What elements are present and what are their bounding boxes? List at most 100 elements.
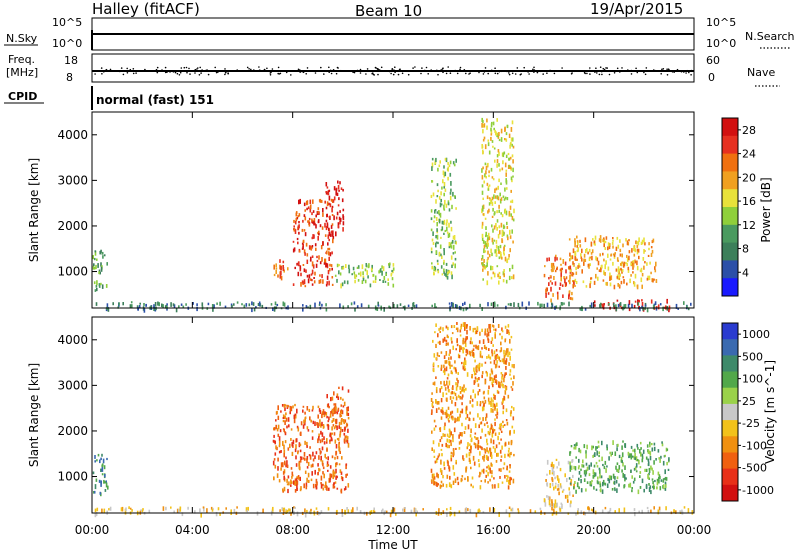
scatter-cell [635, 470, 638, 473]
scatter-cell [442, 483, 444, 487]
scatter-cell [331, 251, 333, 255]
scatter-cell [274, 452, 277, 456]
scatter-cell [486, 125, 488, 130]
scatter-cell [465, 507, 468, 512]
scatter-cell [339, 433, 341, 438]
scatter-cell [499, 333, 501, 336]
scatter-cell [591, 445, 593, 451]
scatter-cell [578, 465, 580, 468]
scatter-cell [596, 480, 599, 484]
scatter-cell [458, 434, 461, 438]
scatter-cell [451, 332, 454, 335]
nave-dot [553, 72, 556, 75]
scatter-cell [344, 510, 347, 515]
scatter-cell [571, 459, 574, 462]
scatter-cell [443, 182, 446, 187]
scatter-cell [652, 484, 655, 487]
scatter-cell [392, 283, 395, 288]
scatter-cell [233, 508, 236, 513]
scatter-cell [490, 276, 493, 280]
scatter-cell [500, 182, 502, 185]
scatter-cell [465, 307, 467, 311]
colorbar-swatch [722, 436, 738, 453]
scatter-cell [436, 195, 439, 198]
scatter-cell [568, 293, 570, 297]
scatter-cell [374, 280, 377, 283]
scatter-cell [486, 372, 488, 377]
scatter-cell [652, 485, 655, 490]
scatter-cell [637, 241, 640, 246]
scatter-cell [402, 306, 405, 309]
scatter-cell [616, 488, 618, 493]
scatter-cell [299, 198, 301, 204]
scatter-cell [391, 277, 394, 281]
scatter-cell [463, 360, 466, 363]
scatter-cell [435, 250, 438, 255]
scatter-cell [510, 213, 512, 217]
scatter-cell [559, 257, 562, 261]
nsky-label: N.Sky [6, 32, 38, 45]
scatter-cell [471, 349, 474, 353]
nave-dot [323, 73, 325, 75]
scatter-cell [294, 403, 296, 407]
scatter-cell [447, 326, 449, 331]
nave-dot [483, 71, 486, 73]
nave-dot [183, 66, 186, 69]
scatter-cell [302, 304, 304, 307]
scatter-cell [322, 208, 324, 213]
scatter-cell [488, 174, 490, 178]
scatter-cell [502, 398, 504, 402]
scatter-cell [508, 479, 510, 485]
scatter-cell [509, 268, 511, 272]
scatter-cell [486, 262, 488, 267]
scatter-cell [604, 247, 607, 250]
scatter-cell [431, 480, 433, 484]
scatter-cell [557, 294, 559, 300]
scatter-cell [491, 140, 494, 143]
scatter-cell [596, 465, 599, 468]
scatter-cell [457, 481, 460, 486]
scatter-cell [640, 267, 643, 273]
scatter-cell [449, 432, 451, 438]
scatter-cell [308, 454, 311, 457]
scatter-cell [598, 238, 601, 242]
scatter-cell [649, 441, 651, 447]
scatter-cell [657, 509, 660, 515]
scatter-cell [509, 355, 511, 361]
nave-dot [355, 70, 358, 72]
scatter-cell [505, 350, 507, 356]
scatter-cell [469, 449, 472, 454]
scatter-cell [634, 453, 636, 458]
scatter-cell [486, 333, 488, 338]
nave-dot [390, 72, 392, 75]
scatter-cell [657, 449, 660, 453]
scatter-cell [493, 393, 495, 396]
scatter-cell [300, 282, 302, 287]
scatter-cell [463, 431, 466, 434]
scatter-cell [484, 265, 486, 270]
scatter-cell [292, 283, 295, 286]
nave-dot [649, 70, 651, 72]
scatter-cell [435, 408, 438, 413]
scatter-cell [437, 270, 440, 274]
scatter-cell [326, 438, 328, 442]
scatter-cell [319, 410, 322, 414]
scatter-cell [131, 509, 133, 512]
scatter-cell [339, 220, 341, 225]
scatter-cell [445, 269, 448, 274]
scatter-cell [438, 508, 440, 513]
scatter-cell [272, 307, 274, 311]
scatter-cell [303, 483, 305, 489]
scatter-cell [591, 249, 594, 254]
scatter-cell [329, 440, 331, 444]
scatter-cell [493, 350, 496, 355]
scatter-cell [453, 163, 456, 167]
scatter-cell [657, 304, 660, 310]
scatter-cell [484, 361, 487, 364]
scatter-cell [589, 481, 592, 487]
scatter-cell [503, 244, 506, 247]
scatter-cell [311, 430, 314, 433]
scatter-cell [318, 408, 321, 412]
scatter-cell [468, 452, 471, 457]
scatter-cell [455, 327, 458, 330]
